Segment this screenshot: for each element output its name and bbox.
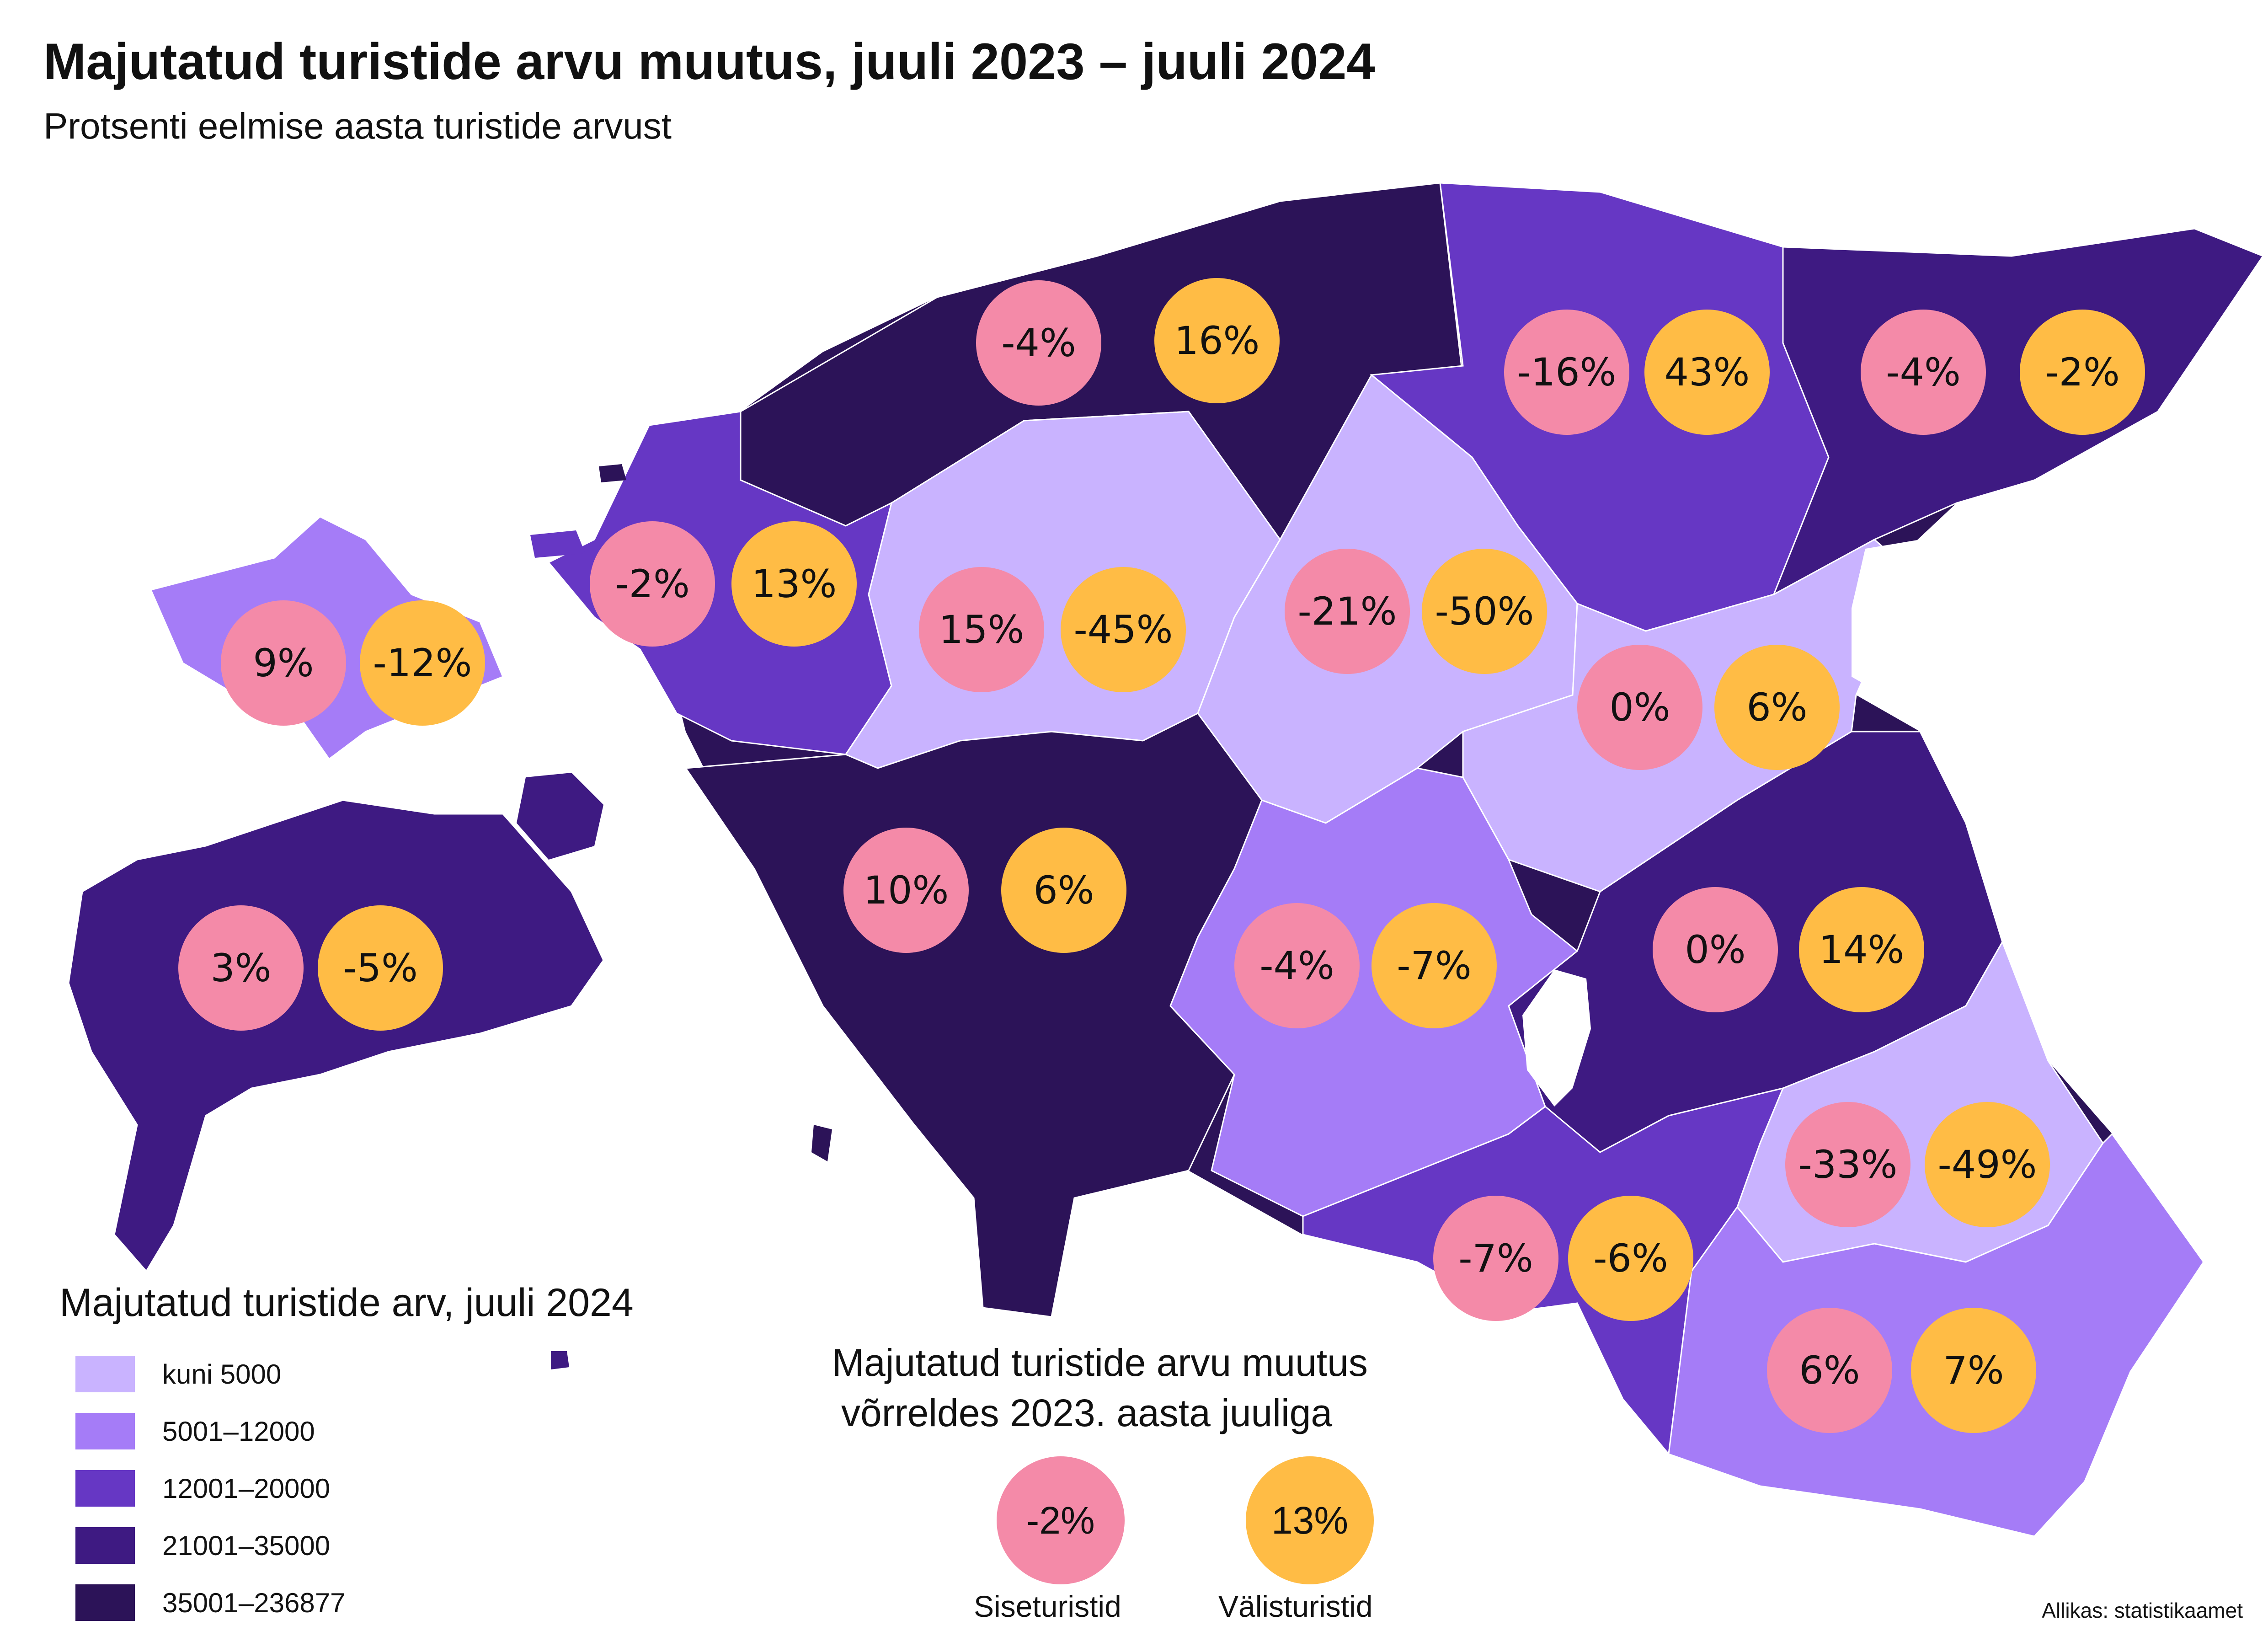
domestic-legend-bubble: -2% (997, 1456, 1125, 1584)
domestic-bubble-jogeva: 0% (1577, 645, 1702, 770)
domestic-bubble-viljandi: -4% (1234, 903, 1360, 1028)
domestic-bubble-ida-viru: -4% (1861, 310, 1986, 435)
change-legend-title-line2: võrreldes 2023. aasta juuliga (841, 1391, 1333, 1434)
change-legend-title: Majutatud turistide arvu muutus võrrelde… (832, 1337, 1518, 1438)
source-note: Allikas: statistikaamet (2042, 1599, 2243, 1622)
foreign-bubble-laane: 13% (731, 521, 857, 647)
region-parnu (684, 712, 1263, 1318)
map-title: Majutatud turistide arvu muutus, juuli 2… (43, 33, 1375, 90)
legend-swatch (75, 1356, 135, 1392)
foreign-bubble-hiiu: -12% (360, 600, 485, 726)
legend-label: kuni 5000 (162, 1358, 282, 1390)
region-saare (68, 799, 604, 1273)
legend-item: 35001–236877 (75, 1582, 345, 1623)
domestic-bubble-jarva: -21% (1285, 549, 1410, 674)
vortsjarv-lake (1522, 969, 1591, 1107)
domestic-bubble-parnu: 10% (843, 828, 969, 953)
domestic-bubble-hiiu: 9% (221, 600, 346, 726)
domestic-bubble-polva: -33% (1785, 1102, 1910, 1227)
foreign-bubble-tartu: 14% (1799, 887, 1924, 1012)
legend-label: 21001–35000 (162, 1530, 331, 1561)
island-muhu (517, 773, 603, 860)
domestic-bubble-harju: -4% (976, 280, 1101, 406)
island-osmussaar (599, 464, 626, 482)
foreign-legend-label: Välisturistid (1218, 1589, 1373, 1623)
peipus-lake (1852, 508, 2012, 695)
foreign-bubble-jogeva: 6% (1714, 645, 1840, 770)
island-ruhnu (551, 1351, 569, 1369)
domestic-bubble-valga: -7% (1433, 1196, 1558, 1321)
legend-swatch (75, 1470, 135, 1507)
foreign-bubble-laane-viru: 43% (1644, 310, 1770, 435)
domestic-bubble-laane: -2% (590, 521, 715, 647)
region-ida-viru (1772, 228, 2264, 596)
foreign-legend-bubble: 13% (1246, 1456, 1374, 1584)
legend-item: 12001–20000 (75, 1468, 330, 1509)
domestic-bubble-laane-viru: -16% (1504, 310, 1629, 435)
domestic-bubble-saare: 3% (178, 905, 304, 1031)
domestic-bubble-rapla: 15% (919, 567, 1044, 692)
legend-swatch (75, 1413, 135, 1449)
foreign-bubble-viljandi: -7% (1371, 903, 1497, 1028)
legend-item: 5001–12000 (75, 1411, 315, 1452)
legend-label: 12001–20000 (162, 1473, 331, 1504)
change-legend-title-line1: Majutatud turistide arvu muutus (832, 1341, 1368, 1384)
legend-item: kuni 5000 (75, 1353, 281, 1395)
domestic-bubble-voru: 6% (1767, 1308, 1892, 1433)
island-vormsi (530, 530, 585, 558)
legend-swatch (75, 1584, 135, 1621)
foreign-bubble-ida-viru: -2% (2020, 310, 2145, 435)
island-kihnu (811, 1125, 832, 1161)
foreign-bubble-voru: 7% (1911, 1308, 2036, 1433)
domestic-legend-label: Siseturistid (974, 1589, 1121, 1623)
foreign-bubble-jarva: -50% (1422, 549, 1547, 674)
foreign-bubble-valga: -6% (1568, 1196, 1693, 1321)
foreign-bubble-rapla: -45% (1061, 567, 1186, 692)
foreign-bubble-harju: 16% (1154, 278, 1280, 403)
legend-label: 5001–12000 (162, 1416, 315, 1447)
legend-item: 21001–35000 (75, 1525, 330, 1566)
domestic-bubble-tartu: 0% (1653, 887, 1778, 1012)
legend-swatch (75, 1527, 135, 1564)
foreign-bubble-saare: -5% (318, 905, 443, 1031)
legend-label: 35001–236877 (162, 1587, 346, 1618)
legend-title: Majutatud turistide arv, juuli 2024 (59, 1281, 634, 1325)
foreign-bubble-parnu: 6% (1001, 828, 1126, 953)
foreign-bubble-polva: -49% (1925, 1102, 2050, 1227)
map-subtitle: Protsenti eelmise aasta turistide arvust (43, 106, 672, 146)
